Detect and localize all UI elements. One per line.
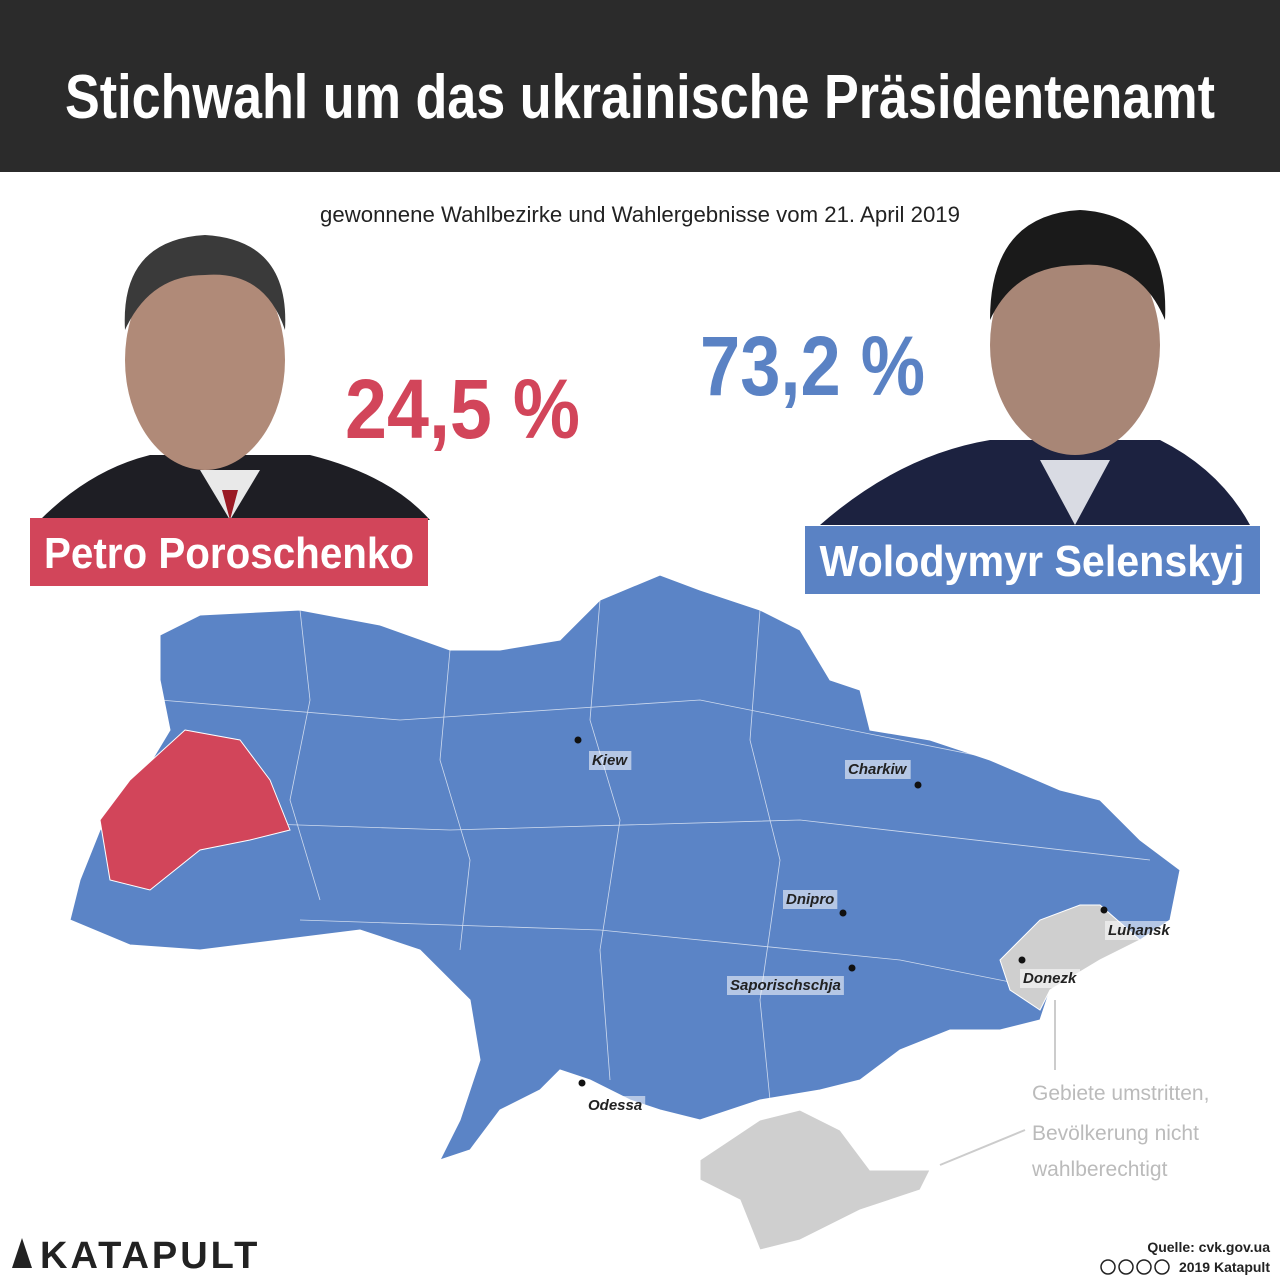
city-dot: [914, 781, 922, 789]
license-icons: [1100, 1259, 1170, 1275]
city-dot: [578, 1079, 586, 1087]
city-dot: [574, 736, 582, 744]
city-label-bg: [727, 976, 844, 995]
candidate-name: Petro Poroschenko: [44, 529, 414, 578]
city-label-bg: [1105, 921, 1174, 940]
city-label-bg: [585, 1096, 646, 1115]
city-label-bg: [1020, 969, 1080, 988]
city-dot: [839, 909, 847, 917]
header-bar: [0, 0, 1280, 172]
note-line: Bevölkerung nicht: [1032, 1122, 1199, 1145]
portrait-selenskyj: [820, 210, 1250, 525]
ukraine-region: [69, 574, 1181, 1161]
city-label: Charkiw: [848, 761, 908, 778]
city-labels: Kiew Charkiw Dnipro Saporischschja Luhansk Do…: [574, 736, 1174, 1115]
title: Stichwahl um das ukrainische Präsidenten…: [65, 63, 1215, 132]
city-label: Luhansk: [1108, 922, 1170, 939]
city-label-bg: [589, 751, 632, 770]
city-dot: [1018, 956, 1026, 964]
city-label: Saporischschja: [730, 977, 841, 994]
subtitle: gewonnene Wahlbezirke und Wahlergebnisse…: [320, 202, 960, 227]
logo-icon: [12, 1238, 32, 1268]
poroschenko-region: [99, 729, 291, 891]
name-box: [805, 526, 1260, 594]
portrait-poroschenko: [40, 235, 430, 520]
city-label-bg: [783, 890, 838, 909]
source: Quelle: cvk.gov.ua: [1147, 1239, 1270, 1255]
city-dot: [848, 964, 856, 972]
result-selenskyj: 73,2 %: [700, 319, 925, 413]
city-label: Kiew: [592, 752, 628, 769]
city-dot: [1100, 906, 1108, 914]
note: Gebiete umstritten, Bevölkerung nicht wa…: [1031, 1082, 1209, 1181]
name-box: [30, 518, 428, 586]
map: [69, 574, 1181, 1251]
copyright: 2019 Katapult: [1179, 1259, 1270, 1275]
city-label-bg: [845, 760, 911, 779]
city-label: Donezk: [1023, 970, 1077, 987]
city-label: Odessa: [588, 1097, 642, 1114]
city-label: Dnipro: [786, 891, 834, 908]
note-line: wahlberechtigt: [1031, 1158, 1168, 1181]
logo: KATAPULT: [40, 1235, 260, 1277]
candidate-name: Wolodymyr Selenskyj: [820, 537, 1245, 586]
disputed-crimea: [699, 1109, 931, 1251]
note-line: Gebiete umstritten,: [1032, 1082, 1209, 1105]
result-poroschenko: 24,5 %: [345, 362, 580, 456]
